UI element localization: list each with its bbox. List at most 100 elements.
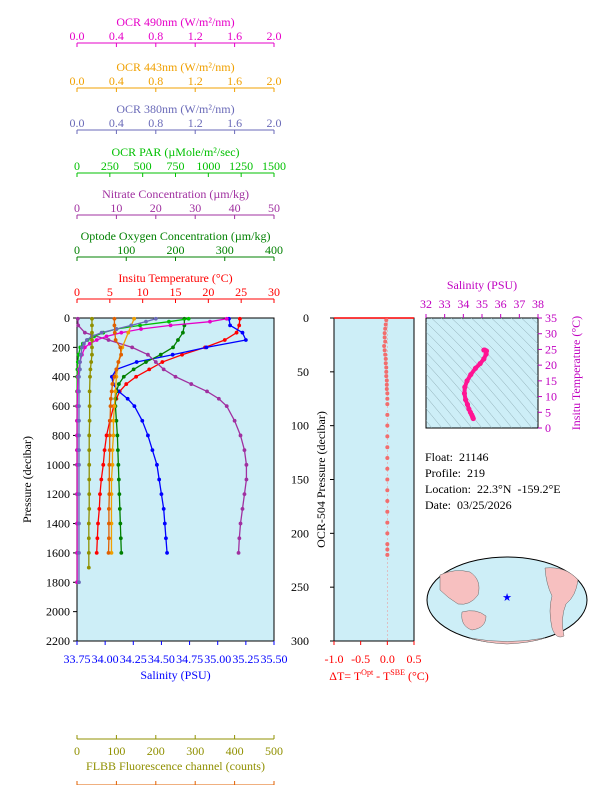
series-5-point-7 bbox=[87, 341, 92, 346]
ts-point-7 bbox=[461, 390, 468, 397]
ts-contour-1 bbox=[426, 341, 503, 428]
pressure-tick-label-4: 800 bbox=[52, 428, 70, 442]
ts-contour-10 bbox=[491, 318, 538, 366]
series-3-point-0 bbox=[75, 316, 80, 321]
series-1-point-22 bbox=[165, 551, 169, 555]
top-axis-tick-label-6-4: 20 bbox=[202, 285, 214, 299]
ts-ytick-label-3: 15 bbox=[545, 374, 557, 388]
delta-point-0 bbox=[384, 318, 389, 323]
series-3-point-5 bbox=[146, 352, 150, 357]
ts-contour--4 bbox=[426, 396, 453, 428]
ts-contour--3 bbox=[426, 384, 463, 428]
series-0-point-20 bbox=[96, 521, 100, 526]
series-9-point-17 bbox=[107, 477, 112, 482]
ts-point-9 bbox=[464, 378, 470, 384]
top-axis-tick-label-1-1: 0.4 bbox=[109, 74, 124, 88]
top-axis-title-0: OCR 490nm (W/m²/nm) bbox=[116, 15, 234, 29]
delta-point-14 bbox=[384, 378, 389, 383]
series-4-point-1 bbox=[167, 319, 171, 324]
series-7-point-7 bbox=[81, 341, 86, 346]
series-2-point-20 bbox=[118, 521, 123, 526]
pressure-tick-label-1: 200 bbox=[52, 340, 70, 354]
top-axis-tick-label-0-5: 2.0 bbox=[267, 29, 282, 43]
salinity-tick-label-1: 34.00 bbox=[92, 652, 119, 666]
series-2-point-22 bbox=[119, 551, 124, 555]
salinity-tick-label-2: 34.25 bbox=[120, 652, 147, 666]
series-7-point-17 bbox=[77, 448, 81, 453]
ts-plot-area bbox=[425, 317, 539, 429]
series-3-point-22 bbox=[236, 551, 241, 555]
series-9-point-6 bbox=[116, 360, 121, 364]
top-axis-tick-label-2-2: 0.8 bbox=[148, 116, 163, 130]
series-3-point-16 bbox=[244, 462, 249, 467]
top-axis-tick-label-5-1: 100 bbox=[117, 243, 135, 257]
series-2-point-13 bbox=[114, 418, 119, 423]
series-2-point-17 bbox=[116, 477, 121, 482]
info-date: Date: 03/25/2026 bbox=[425, 498, 512, 512]
ts-contour-0 bbox=[426, 351, 493, 428]
delta-point-34 bbox=[385, 552, 390, 557]
top-axis-tick-label-6-2: 10 bbox=[137, 285, 149, 299]
series-9-point-18 bbox=[107, 492, 112, 497]
delta-y-title: OCR-504 Pressure (decibar) bbox=[314, 411, 328, 548]
series-0-point-16 bbox=[101, 462, 106, 467]
series-5-point-1 bbox=[208, 319, 212, 324]
map-land-antarctica bbox=[469, 637, 546, 645]
pressure-tick-label-10: 2000 bbox=[46, 605, 70, 619]
series-8-point-0 bbox=[90, 316, 94, 321]
top-axis-tick-label-5-0: 0 bbox=[74, 243, 80, 257]
ts-xtick-label-1: 33 bbox=[439, 297, 451, 311]
series-9-point-20 bbox=[107, 521, 111, 526]
series-3-point-13 bbox=[232, 418, 237, 423]
series-9-point-7 bbox=[114, 367, 119, 372]
delta-point-4 bbox=[382, 335, 387, 340]
series-9-point-9 bbox=[110, 382, 115, 386]
series-6-point-0 bbox=[132, 316, 137, 321]
series-9-point-1 bbox=[112, 323, 117, 328]
top-axis-title-6: Insitu Temperature (°C) bbox=[118, 271, 232, 285]
ts-xtick-label-5: 37 bbox=[513, 297, 525, 311]
delta-point-31 bbox=[385, 531, 390, 536]
series-2-point-2 bbox=[180, 330, 185, 335]
delta-x-title: ΔT= TOpt - TSBE (°C) bbox=[329, 668, 429, 683]
series-9-point-4 bbox=[118, 345, 123, 350]
series-3-point-10 bbox=[205, 389, 209, 394]
pressure-tick-label-9: 1800 bbox=[46, 575, 70, 589]
ts-diagram: Salinity (PSU)32 33 34 35 36 37 38051015202530… bbox=[420, 278, 583, 435]
series-6-point-5 bbox=[113, 389, 118, 394]
series-3-point-17 bbox=[244, 477, 249, 482]
series-0-point-22 bbox=[94, 551, 99, 555]
series-9-point-22 bbox=[106, 551, 111, 555]
top-axis-tick-label-0-1: 0.4 bbox=[109, 29, 124, 43]
top-axis-title-3: OCR PAR (µMole/m²/sec) bbox=[111, 145, 239, 159]
info-float: Float: 21146 bbox=[425, 450, 489, 464]
map-land-asia bbox=[439, 570, 480, 605]
info-location: Location: 22.3°N -159.2°E bbox=[425, 482, 561, 496]
series-1-point-15 bbox=[150, 448, 155, 453]
pressure-tick-label-8: 1600 bbox=[46, 546, 70, 560]
series-6-point-1 bbox=[126, 330, 131, 335]
salinity-tick-label-6: 35.25 bbox=[232, 652, 259, 666]
top-axis-title-1: OCR 443nm (W/m²/nm) bbox=[116, 60, 234, 74]
pressure-tick-label-3: 600 bbox=[52, 399, 70, 413]
series-3-point-1 bbox=[76, 323, 81, 328]
delta-point-10 bbox=[383, 361, 388, 366]
series-8-point-8 bbox=[88, 374, 92, 379]
pressure-tick-label-5: 1000 bbox=[46, 458, 70, 472]
ts-y-title: Insitu Temperature (°C) bbox=[569, 316, 583, 430]
series-6-point-6 bbox=[112, 404, 117, 408]
series-6-point-8 bbox=[111, 433, 116, 438]
ts-contour-11 bbox=[501, 318, 538, 355]
ts-contour--2 bbox=[426, 373, 473, 428]
series-3-point-2 bbox=[82, 330, 87, 335]
top-axis-tick-label-4-2: 20 bbox=[150, 201, 162, 215]
top-axis-tick-label-4-3: 30 bbox=[189, 201, 201, 215]
ts-contour-14 bbox=[531, 318, 538, 325]
delta-point-9 bbox=[383, 356, 388, 361]
top-axis-tick-label-3-4: 1000 bbox=[196, 159, 220, 173]
delta-point-29 bbox=[385, 509, 390, 514]
series-7-point-8 bbox=[80, 345, 84, 350]
top-axis-title-5: Optode Oxygen Concentration (µm/kg) bbox=[81, 229, 271, 243]
ts-point-11 bbox=[472, 365, 479, 371]
ts-xtick-label-3: 35 bbox=[476, 297, 488, 311]
